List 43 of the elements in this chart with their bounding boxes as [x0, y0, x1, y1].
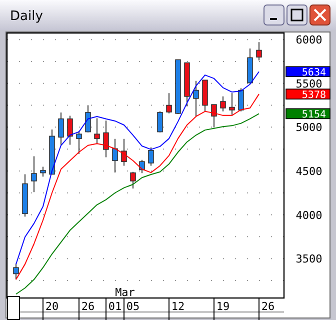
candlestick — [40, 166, 46, 178]
candlestick — [103, 120, 109, 158]
annotation: Mar — [115, 286, 136, 299]
x-tick-label: 26 — [261, 300, 275, 313]
candlestick — [229, 92, 235, 116]
line-series — [16, 71, 260, 265]
candlestick — [67, 115, 73, 146]
candlestick — [148, 146, 154, 166]
candlestick — [58, 112, 64, 146]
candlestick — [130, 171, 136, 189]
candlestick — [139, 159, 145, 174]
candlestick — [112, 138, 118, 174]
text: 5634 — [302, 68, 326, 79]
candlestick — [256, 42, 262, 61]
x-tick-label: 12 — [171, 300, 185, 313]
y-tick-label: 5500 — [296, 77, 322, 90]
y-tick-label: 4000 — [296, 208, 322, 222]
candlestick — [193, 80, 199, 117]
candlestick — [157, 110, 163, 133]
x-tick-label: 05 — [126, 300, 140, 313]
candlestick — [220, 96, 226, 112]
candlestick — [31, 156, 37, 193]
line-series — [16, 113, 260, 295]
x-tick-label: 20 — [45, 300, 59, 313]
candlestick — [85, 104, 91, 133]
y-tick-label: 4500 — [296, 164, 322, 178]
line-series — [16, 94, 260, 280]
x-tick-label: 26 — [81, 300, 95, 313]
candlestick — [13, 262, 19, 280]
y-tick-label: 3500 — [296, 252, 322, 266]
candlestick — [238, 88, 244, 112]
y-tick-label: 6000 — [296, 34, 322, 47]
text: 5378 — [302, 90, 326, 102]
candlestick — [166, 92, 172, 114]
candlestick — [76, 130, 82, 154]
chart-title: Daily — [10, 9, 44, 24]
candlestick — [121, 138, 127, 166]
text: 5154 — [302, 110, 326, 121]
y-tick-label: 5000 — [296, 121, 322, 134]
candlestick — [94, 118, 100, 144]
x-tick-label: 01 — [108, 300, 122, 313]
x-tick-label: 19 — [216, 300, 230, 313]
candlestick — [211, 104, 217, 128]
